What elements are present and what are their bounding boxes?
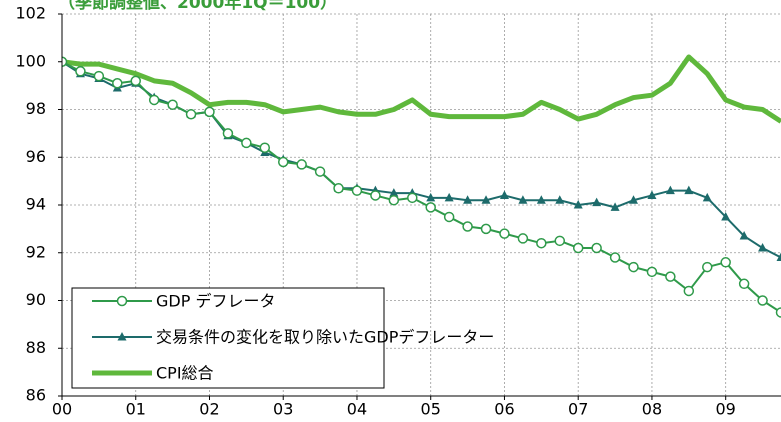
marker: [757, 295, 768, 306]
marker: [518, 195, 528, 204]
marker: [388, 194, 400, 206]
legend-label: CPI総合: [156, 364, 214, 383]
marker: [185, 109, 197, 120]
marker: [444, 192, 454, 202]
marker: [610, 202, 620, 211]
marker: [555, 195, 565, 204]
marker: [426, 192, 436, 202]
marker: [389, 188, 399, 197]
marker: [758, 242, 768, 252]
legend-label: GDP デフレータ: [156, 292, 275, 311]
marker: [702, 192, 712, 202]
marker: [204, 106, 215, 118]
marker: [259, 142, 271, 153]
marker: [425, 202, 436, 213]
series-line: [62, 54, 781, 124]
marker: [609, 252, 621, 263]
marker: [370, 190, 381, 201]
y-tick-label: 94: [26, 195, 46, 214]
marker: [241, 137, 252, 149]
plot-area: [62, 54, 781, 318]
marker: [683, 285, 695, 297]
marker: [130, 75, 141, 87]
x-tick-label: 08: [642, 400, 662, 419]
marker: [629, 195, 639, 204]
marker: [148, 94, 160, 106]
marker: [167, 99, 178, 110]
y-tick-label: 98: [26, 99, 46, 118]
marker: [739, 231, 749, 240]
marker: [407, 192, 418, 204]
marker: [117, 332, 127, 341]
marker: [480, 223, 492, 235]
marker: [646, 266, 658, 278]
x-tick-label: 04: [347, 400, 367, 419]
y-tick-label: 92: [26, 242, 46, 261]
marker: [517, 233, 529, 244]
marker: [554, 235, 566, 247]
y-tick-label: 102: [15, 4, 46, 23]
marker: [462, 221, 473, 232]
marker: [116, 295, 128, 307]
marker: [296, 159, 307, 170]
marker: [776, 252, 781, 262]
marker: [702, 261, 713, 273]
y-tick-label: 88: [26, 338, 46, 357]
marker: [333, 183, 344, 194]
marker: [647, 190, 657, 199]
marker: [720, 257, 731, 268]
marker: [665, 185, 675, 195]
marker: [351, 185, 363, 196]
x-tick-label: 01: [126, 400, 146, 419]
axes: 86 88 90 92 94 96 98 100 102 00 01 02 03 04 05 06 07 08 09: [15, 4, 781, 419]
y-tick-label: 100: [15, 51, 46, 70]
y-tick-label: 96: [26, 147, 46, 166]
marker: [463, 195, 473, 204]
x-tick-label: 06: [494, 400, 514, 419]
x-tick-label: 02: [199, 400, 219, 419]
marker: [665, 271, 676, 282]
marker: [93, 70, 105, 82]
x-tick-label: 07: [568, 400, 588, 419]
marker: [277, 156, 289, 168]
x-tick-label: 09: [716, 400, 736, 419]
marker: [499, 190, 509, 199]
marker: [443, 211, 455, 223]
marker: [481, 195, 491, 204]
marker: [112, 77, 123, 89]
series-line: [62, 60, 781, 259]
marker: [738, 278, 750, 290]
marker: [592, 197, 602, 207]
marker: [499, 228, 510, 239]
marker: [536, 237, 547, 249]
y-tick-label: 86: [26, 386, 46, 405]
marker: [62, 56, 68, 67]
marker: [222, 128, 234, 139]
marker: [536, 195, 546, 204]
marker: [314, 166, 326, 177]
marker: [628, 261, 639, 273]
y-tick-label: 90: [26, 290, 46, 309]
marker: [591, 242, 602, 254]
x-tick-label: 03: [273, 400, 293, 419]
marker: [573, 200, 583, 209]
marker: [684, 185, 694, 195]
legend-label: 交易条件の変化を取り除いたGDPデフレーター: [156, 328, 494, 347]
marker: [75, 66, 86, 77]
x-tick-label: 05: [421, 400, 441, 419]
chart-title: （季節調整値、2000年1Q＝100）: [58, 0, 337, 13]
marker: [721, 211, 731, 221]
marker: [775, 307, 781, 318]
series-line: [62, 60, 781, 314]
x-tick-label: 00: [52, 400, 72, 419]
marker: [572, 242, 584, 254]
